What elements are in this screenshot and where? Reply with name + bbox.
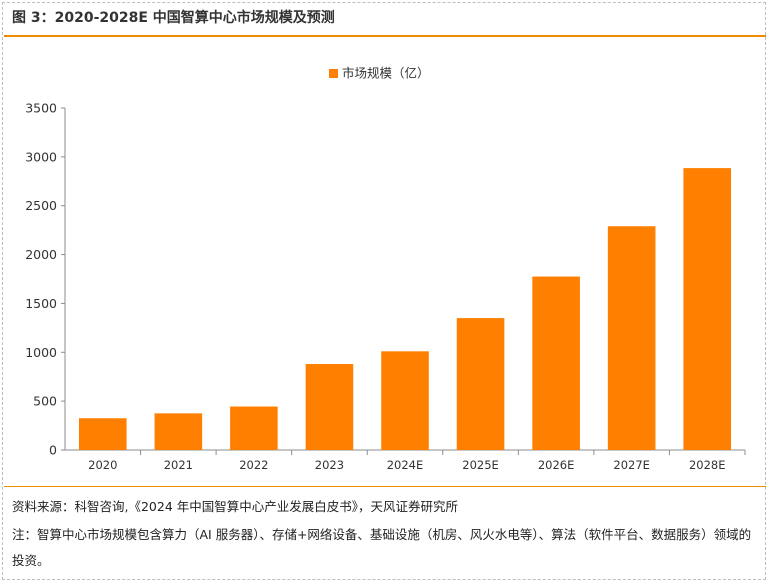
chart-area: 市场规模（亿） 0 500 1000 1500 2000 2500 3000 3500 202… [4, 40, 766, 480]
bar-chart: 市场规模（亿） 0 500 1000 1500 2000 2500 3000 3500 202… [25, 66, 746, 472]
y-tick-label: 3500 [25, 101, 57, 116]
x-axis-ticks: 2020 2021 2022 2023 2024E 2025E 2026E 2027E 2028… [88, 450, 746, 472]
x-tick-label: 2022 [239, 458, 268, 472]
footer-divider [4, 486, 766, 487]
y-tick-label: 1000 [25, 345, 57, 360]
x-tick-label: 2026E [538, 458, 575, 472]
x-tick-label: 2023 [315, 458, 344, 472]
bars [78, 168, 732, 450]
y-tick-label: 0 [49, 443, 57, 458]
y-axis-ticks: 0 500 1000 1500 2000 2500 3000 3500 [25, 101, 65, 458]
x-tick-label: 2028E [689, 458, 726, 472]
legend-label: 市场规模（亿） [342, 66, 430, 81]
bar [607, 226, 656, 450]
bar [456, 318, 505, 450]
x-tick-label: 2021 [164, 458, 193, 472]
x-tick-label: 2024E [387, 458, 424, 472]
note-text: 注：智算中心市场规模包含算力（AI 服务器）、存储+网络设备、基础设施（机房、风… [12, 527, 752, 568]
bar [230, 406, 278, 450]
bar [154, 413, 203, 450]
y-tick-label: 2000 [25, 247, 57, 262]
x-tick-label: 2025E [462, 458, 499, 472]
x-tick-label: 2027E [613, 458, 650, 472]
figure-title: 图 3：2020-2028E 中国智算中心市场规模及预测 [12, 10, 335, 26]
source-text: 资料来源：科智咨询,《2024 年中国智算中心产业发展白皮书》，天风证券研究所 [12, 499, 459, 514]
x-tick-label: 2020 [88, 458, 117, 472]
bar [78, 418, 127, 450]
title-divider [4, 35, 766, 37]
y-tick-label: 500 [33, 394, 57, 409]
bar [683, 168, 732, 450]
legend: 市场规模（亿） [329, 66, 430, 81]
bar [305, 364, 354, 450]
bar [381, 351, 429, 450]
y-tick-label: 1500 [25, 296, 57, 311]
bar [532, 276, 580, 450]
y-tick-label: 3000 [25, 149, 57, 164]
y-tick-label: 2500 [25, 198, 57, 213]
legend-swatch [329, 69, 338, 78]
